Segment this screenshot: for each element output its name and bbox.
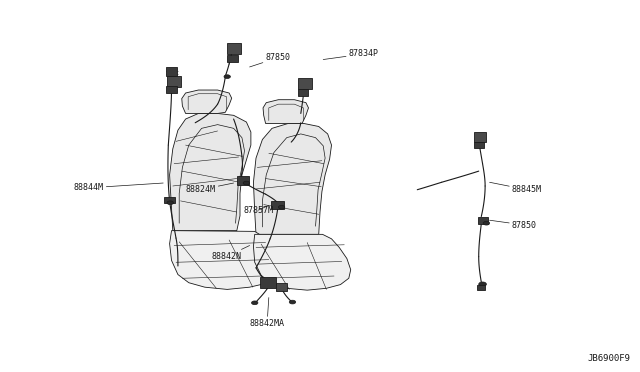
Bar (478, 217, 488, 224)
Bar (166, 86, 177, 93)
Bar (260, 277, 275, 288)
Polygon shape (253, 234, 351, 290)
Text: 87850: 87850 (490, 220, 537, 230)
Circle shape (243, 181, 250, 185)
Text: 87850: 87850 (250, 53, 291, 67)
Text: 87857M: 87857M (243, 205, 273, 215)
Bar (298, 89, 308, 96)
Circle shape (252, 301, 258, 305)
Text: 88844M: 88844M (74, 183, 163, 192)
Text: 88824M: 88824M (186, 183, 234, 194)
Bar (166, 67, 177, 76)
Text: 88842N: 88842N (211, 246, 250, 261)
Circle shape (278, 205, 285, 209)
Polygon shape (170, 113, 251, 231)
Circle shape (289, 300, 296, 304)
Bar (164, 197, 175, 203)
Bar (298, 78, 312, 89)
Text: 87834P: 87834P (323, 49, 379, 60)
Bar (474, 142, 484, 148)
Text: 88845M: 88845M (490, 182, 542, 194)
Circle shape (483, 221, 490, 225)
Text: 88842MA: 88842MA (250, 298, 285, 328)
Bar (227, 43, 241, 54)
Circle shape (479, 282, 486, 286)
Bar (227, 55, 238, 62)
Text: JB6900F9: JB6900F9 (588, 354, 630, 363)
Polygon shape (263, 100, 308, 124)
Bar (167, 76, 181, 87)
Polygon shape (182, 90, 232, 113)
Bar (237, 176, 249, 185)
Circle shape (167, 201, 173, 205)
Bar (271, 201, 284, 209)
Bar (477, 285, 485, 290)
Polygon shape (253, 124, 332, 234)
Bar (474, 132, 486, 141)
Bar (276, 283, 287, 291)
Circle shape (224, 75, 230, 78)
Polygon shape (170, 231, 276, 289)
